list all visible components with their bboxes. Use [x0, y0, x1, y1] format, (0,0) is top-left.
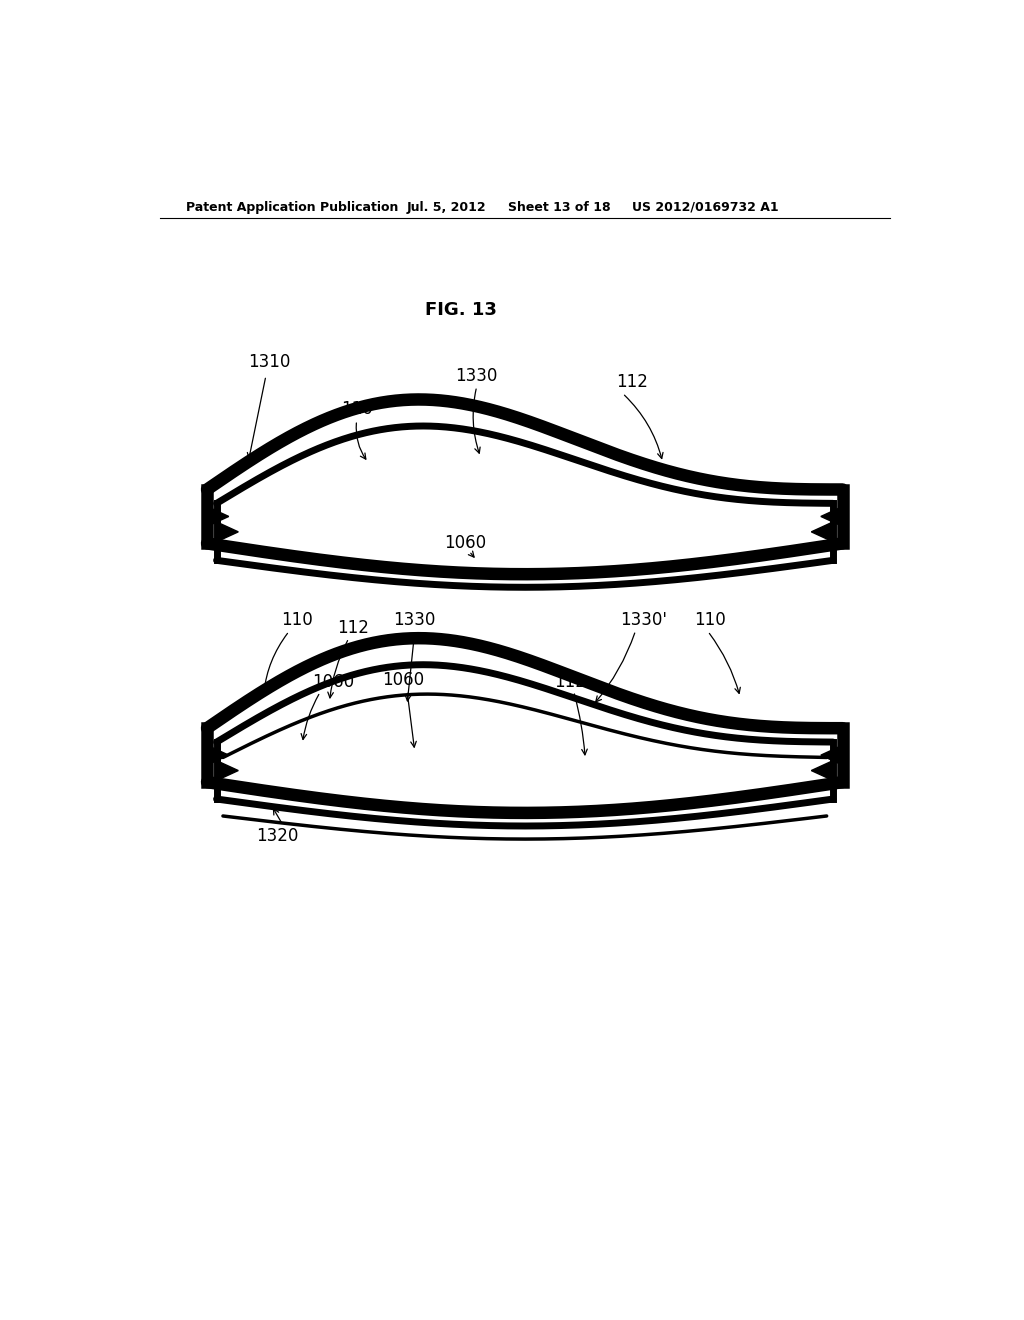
Text: 1330: 1330: [456, 367, 498, 385]
Text: FIG. 13: FIG. 13: [425, 301, 498, 319]
Polygon shape: [223, 694, 826, 840]
Text: 1310: 1310: [248, 354, 291, 371]
Text: US 2012/0169732 A1: US 2012/0169732 A1: [632, 201, 778, 214]
Text: 112: 112: [554, 673, 586, 690]
Polygon shape: [217, 665, 833, 826]
Polygon shape: [207, 400, 843, 574]
Text: 1060: 1060: [444, 535, 486, 552]
Text: 110: 110: [693, 611, 725, 630]
Polygon shape: [209, 507, 228, 525]
Polygon shape: [811, 523, 831, 541]
Text: 110: 110: [281, 611, 312, 630]
Polygon shape: [218, 523, 239, 541]
Polygon shape: [218, 762, 239, 780]
Polygon shape: [207, 638, 843, 813]
Text: Sheet 13 of 18: Sheet 13 of 18: [508, 201, 610, 214]
Text: 1060: 1060: [382, 672, 424, 689]
Text: Patent Application Publication: Patent Application Publication: [186, 201, 398, 214]
Text: 1060: 1060: [312, 673, 354, 690]
Text: 112: 112: [337, 619, 369, 638]
Polygon shape: [209, 746, 228, 764]
Polygon shape: [217, 426, 833, 587]
Text: 1320: 1320: [256, 828, 299, 845]
Text: 110: 110: [341, 400, 373, 417]
Text: 112: 112: [616, 372, 648, 391]
Text: 1330: 1330: [393, 611, 436, 630]
Polygon shape: [821, 746, 841, 764]
Polygon shape: [821, 507, 841, 525]
Text: Jul. 5, 2012: Jul. 5, 2012: [407, 201, 486, 214]
Text: 1330': 1330': [620, 611, 667, 630]
Polygon shape: [811, 762, 831, 780]
